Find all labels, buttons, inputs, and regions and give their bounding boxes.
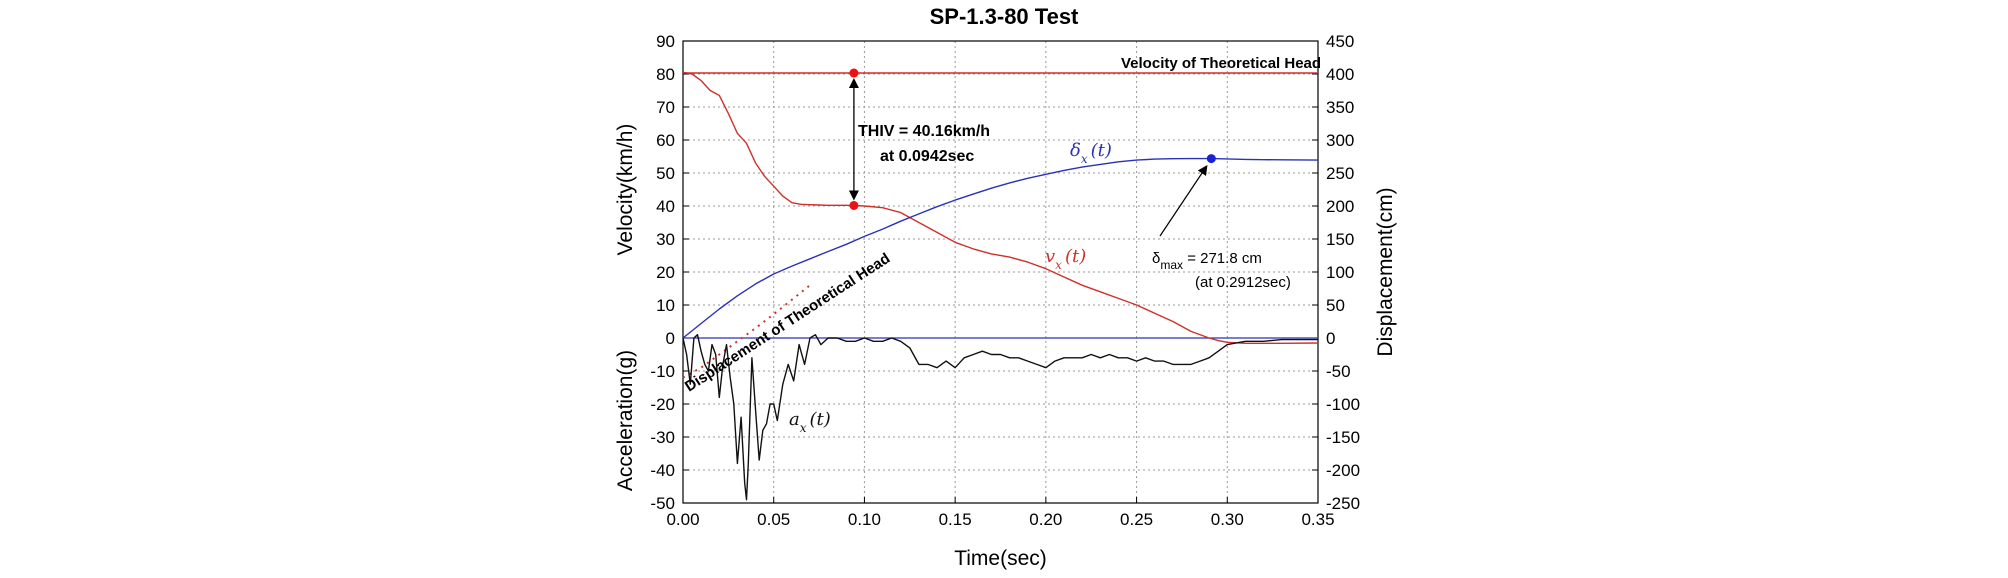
y-right-tick-label: 200: [1326, 197, 1354, 216]
thiv-label-line1: THIV = 40.16km/h: [858, 123, 990, 140]
series-layer: [682, 71, 1319, 501]
axis-ticks: 0.00 0.05 0.10 0.15 0.20 0.25 0.30 0.35 -50 -40 -3…: [650, 32, 1360, 529]
vx-series-label-sub: x: [1055, 258, 1062, 272]
y-right-tick-label: 100: [1326, 263, 1354, 282]
dmax-subscript: max: [1160, 258, 1183, 272]
series-displacement-of-theoretical-head: [682, 284, 811, 379]
dmax-label: δmax = 271.8 cm: [1152, 250, 1262, 272]
chart-title: SP-1.3-80 Test: [930, 4, 1079, 29]
dx-series-label-arg: (t): [1091, 140, 1112, 161]
y-left-tick-label: 10: [656, 296, 675, 315]
dmax-time-label: (at 0.2912sec): [1195, 274, 1291, 291]
dx-series-label: δx (t): [1070, 140, 1112, 166]
thiv-marker-top: [849, 68, 859, 78]
y-right-tick-label: -50: [1326, 362, 1351, 381]
y-right-tick-label: 150: [1326, 230, 1354, 249]
y-right-tick-label: 300: [1326, 131, 1354, 150]
vx-series-label: vx (t): [1045, 246, 1086, 272]
y-right-tick-label: 0: [1326, 329, 1335, 348]
ax-series-label-main: a: [789, 409, 800, 430]
dx-series-label-sub: x: [1081, 152, 1088, 166]
y-left-tick-label: 90: [656, 32, 675, 51]
vx-series-label-main: v: [1045, 246, 1055, 267]
y-left-tick-label: -40: [650, 461, 675, 480]
ax-series-label-sub: x: [800, 421, 807, 435]
y-right-tick-label: 400: [1326, 65, 1354, 84]
x-tick-label: 0.30: [1211, 510, 1244, 529]
y-right-tick-label: 450: [1326, 32, 1354, 51]
y-left-tick-label: -30: [650, 428, 675, 447]
x-tick-label: 0.35: [1301, 510, 1334, 529]
y-left-tick-label: 30: [656, 230, 675, 249]
dmax-value: = 271.8 cm: [1183, 250, 1262, 267]
y-left-tick-label: 0: [666, 329, 675, 348]
y-left-tick-label: -20: [650, 395, 675, 414]
y-right-tick-label: -200: [1326, 461, 1360, 480]
series-x-t: [682, 157, 1319, 339]
y-right-tick-label: -150: [1326, 428, 1360, 447]
y-left-tick-label: -10: [650, 362, 675, 381]
x-tick-label: 0.10: [848, 510, 881, 529]
y-left-tick-label: 70: [656, 98, 675, 117]
grid-lines: [683, 41, 1318, 503]
series-a-x-t: [682, 334, 1318, 501]
y-right-tick-label: 50: [1326, 296, 1345, 315]
y-left-tick-label: 60: [656, 131, 675, 150]
dmax-arrow: [1159, 164, 1208, 237]
dmax-symbol: δ: [1152, 250, 1160, 267]
y-left-tick-label: 40: [656, 197, 675, 216]
velocity-head-label: Velocity of Theoretical Head: [1121, 55, 1321, 72]
y-axis-label-velocity: Velocity(km/h): [614, 124, 637, 256]
y-right-tick-label: -100: [1326, 395, 1360, 414]
thiv-marker-bottom: [849, 200, 859, 210]
y-left-tick-label: -50: [650, 494, 675, 513]
y-left-tick-label: 50: [656, 164, 675, 183]
dx-series-label-main: δ: [1070, 140, 1081, 161]
x-axis-label: Time(sec): [954, 547, 1047, 570]
y-left-tick-label: 80: [656, 65, 675, 84]
x-tick-label: 0.00: [666, 510, 699, 529]
y-right-tick-label: 350: [1326, 98, 1354, 117]
y-right-tick-label: -250: [1326, 494, 1360, 513]
y-axis-label-displacement: Displacement(cm): [1374, 187, 1397, 356]
thiv-label-line2: at 0.0942sec: [880, 148, 974, 165]
ax-series-label-arg: (t): [810, 409, 831, 430]
x-tick-label: 0.05: [757, 510, 790, 529]
y-left-tick-label: 20: [656, 263, 675, 282]
ax-series-label: ax (t): [789, 409, 831, 435]
y-right-tick-label: 250: [1326, 164, 1354, 183]
y-axis-label-acceleration: Acceleration(g): [614, 350, 637, 491]
x-tick-label: 0.20: [1029, 510, 1062, 529]
dmax-marker: [1206, 154, 1216, 164]
x-tick-label: 0.15: [939, 510, 972, 529]
vx-series-label-arg: (t): [1065, 246, 1086, 267]
series-v-x-t: [682, 71, 1319, 344]
x-tick-label: 0.25: [1120, 510, 1153, 529]
